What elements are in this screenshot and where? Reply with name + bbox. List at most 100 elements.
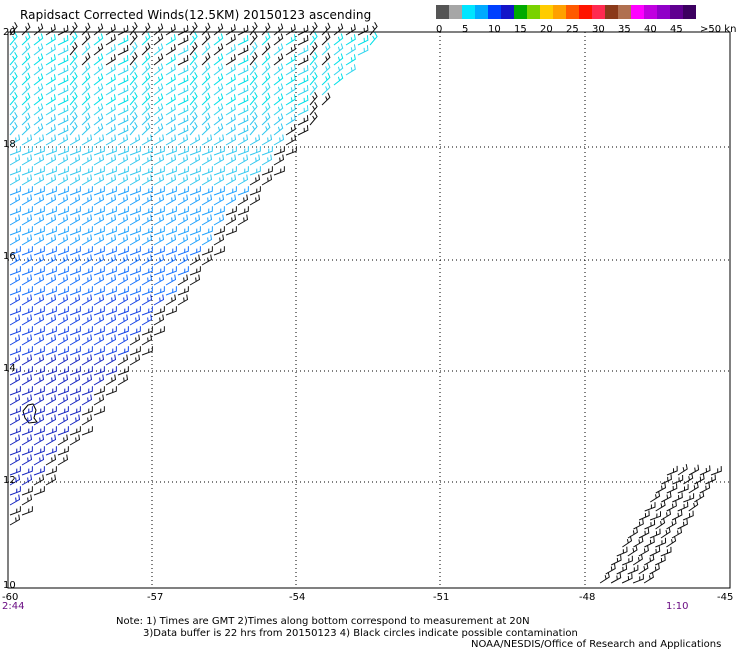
wind-barb	[297, 35, 309, 46]
wind-barb	[57, 115, 69, 126]
wind-barb	[189, 134, 201, 146]
wind-barb	[9, 266, 21, 276]
wind-barb	[177, 206, 189, 216]
wind-barb	[153, 166, 165, 176]
wind-barb	[650, 491, 661, 503]
wind-barb	[45, 166, 57, 176]
wind-barb	[189, 226, 201, 236]
wind-barb	[117, 35, 129, 46]
wind-barb	[345, 44, 356, 56]
colorbar-cell	[527, 5, 540, 19]
colorbar-label: 5	[462, 24, 468, 35]
wind-barb	[165, 44, 176, 56]
wind-barb	[57, 194, 69, 206]
wind-barb	[93, 113, 104, 126]
wind-barb	[81, 266, 93, 276]
wind-barb	[105, 306, 117, 316]
wind-barb	[81, 206, 93, 216]
wind-barb	[249, 101, 258, 116]
wind-barb	[57, 125, 69, 136]
wind-barb	[682, 510, 694, 521]
wind-barb	[117, 354, 129, 366]
wind-barb	[177, 274, 189, 286]
lon-label-60: -60	[2, 592, 19, 603]
wind-barb	[69, 314, 81, 326]
wind-barb	[297, 95, 309, 106]
wind-barb	[225, 174, 237, 186]
wind-barb	[189, 121, 198, 136]
wind-barb	[105, 294, 117, 306]
map-frame	[7, 31, 731, 589]
wind-barb	[177, 214, 189, 226]
wind-barb	[57, 286, 69, 296]
wind-barb	[33, 166, 45, 176]
wind-barb	[309, 91, 318, 106]
wind-barb	[105, 206, 117, 216]
wind-barb	[189, 254, 201, 266]
wind-barb	[69, 266, 81, 276]
wind-barb	[45, 44, 56, 56]
colorbar-cell	[553, 5, 566, 19]
wind-barb	[333, 53, 344, 66]
wind-barb	[105, 84, 116, 96]
wind-barb	[33, 53, 44, 66]
wind-barb	[81, 326, 93, 336]
wind-barb	[105, 354, 117, 366]
wind-barb	[9, 454, 21, 466]
wind-barb	[660, 546, 672, 557]
wind-barb	[213, 146, 225, 156]
wind-barb	[309, 51, 318, 66]
wind-barb	[117, 206, 129, 216]
wind-barb	[285, 64, 296, 76]
wind-barb	[93, 266, 105, 276]
wind-barb	[33, 366, 45, 376]
wind-barb	[189, 186, 201, 196]
wind-barb	[297, 125, 309, 136]
wind-barb	[605, 563, 616, 575]
wind-barb	[297, 65, 309, 76]
wind-barb	[9, 41, 18, 56]
wind-barb	[165, 174, 177, 186]
wind-barb	[141, 194, 153, 206]
wind-barb	[153, 214, 165, 226]
lat-label-20: 20	[3, 27, 16, 38]
wind-barb	[141, 334, 153, 346]
wind-barb	[93, 254, 105, 266]
wind-barb	[81, 62, 91, 76]
wind-barb	[141, 294, 153, 306]
wind-barb	[285, 84, 296, 96]
wind-barb	[141, 154, 153, 166]
wind-barb	[237, 25, 249, 36]
wind-barb	[261, 102, 271, 116]
wind-barb	[117, 194, 129, 206]
wind-barb	[153, 33, 164, 46]
wind-barb	[177, 35, 189, 46]
wind-barb	[117, 186, 129, 196]
wind-barb	[117, 286, 129, 296]
wind-barb	[105, 146, 117, 156]
wind-barb	[677, 484, 689, 494]
wind-barb	[45, 64, 56, 76]
wind-barb	[225, 84, 236, 96]
wind-barb	[666, 518, 677, 530]
wind-barb	[93, 186, 105, 196]
wind-barb	[671, 527, 683, 539]
wind-barb	[93, 63, 104, 76]
wind-barb	[105, 166, 117, 176]
wind-barb	[45, 266, 57, 276]
wind-barb	[33, 226, 45, 236]
wind-barb	[69, 294, 81, 306]
wind-barb	[117, 246, 129, 256]
wind-barb	[33, 254, 45, 266]
wind-barb	[627, 564, 639, 575]
wind-barb	[643, 572, 654, 584]
wind-barb	[81, 186, 93, 196]
wind-barb	[81, 154, 93, 166]
wind-barb	[237, 214, 249, 226]
wind-barb	[189, 266, 201, 276]
wind-barb	[9, 394, 21, 406]
wind-barb	[45, 114, 56, 126]
wind-barb	[21, 386, 33, 396]
wind-barb	[69, 111, 78, 126]
